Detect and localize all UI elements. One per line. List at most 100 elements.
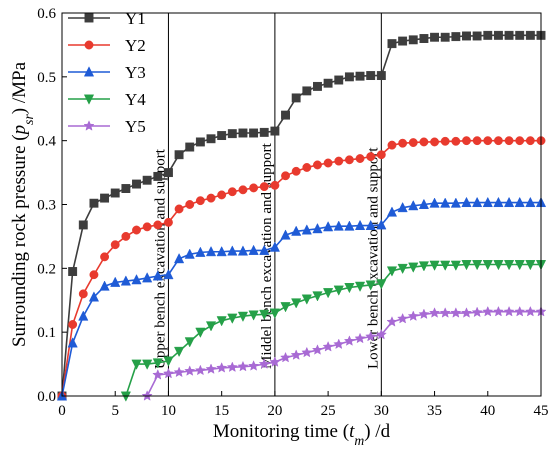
data-point-y2 xyxy=(387,140,397,150)
data-point-y2 xyxy=(504,136,514,146)
data-point-y5 xyxy=(322,340,334,352)
data-point-y4 xyxy=(429,260,440,271)
series-line-y1 xyxy=(61,34,541,397)
data-point-y1 xyxy=(302,86,312,96)
x-tick-label: 10 xyxy=(161,403,176,419)
series-line-y3 xyxy=(61,201,541,397)
data-point-y2 xyxy=(515,136,525,146)
data-point-y3 xyxy=(461,196,472,208)
data-point-y1 xyxy=(121,184,131,193)
data-point-y4 xyxy=(525,260,536,271)
x-axis-title: Monitoring time (tm) /d xyxy=(213,421,391,445)
data-point-y1 xyxy=(366,71,376,81)
legend-marker xyxy=(84,13,94,23)
legend-label: Y1 xyxy=(125,9,146,28)
x-tick-label: 20 xyxy=(267,403,282,419)
data-point-y5 xyxy=(492,305,504,317)
data-point-y2 xyxy=(110,240,120,250)
data-point-y5 xyxy=(343,335,355,346)
y-tick-label: 0.6 xyxy=(37,6,56,22)
data-point-y3 xyxy=(88,291,100,302)
legend-label: Y3 xyxy=(125,63,146,82)
data-point-y5 xyxy=(354,332,366,344)
data-point-y4 xyxy=(323,288,334,299)
data-point-y1 xyxy=(493,30,503,40)
data-point-y5 xyxy=(460,307,473,318)
data-point-y3 xyxy=(503,196,515,208)
x-tick-label: 30 xyxy=(374,403,389,419)
data-point-y2 xyxy=(323,158,333,168)
data-point-y1 xyxy=(89,198,99,208)
data-point-y2 xyxy=(451,136,461,146)
data-point-y3 xyxy=(184,248,195,259)
data-point-y4 xyxy=(386,266,398,277)
data-point-y4 xyxy=(205,321,217,332)
data-point-y4 xyxy=(152,358,163,369)
data-point-y4 xyxy=(312,291,323,302)
data-point-y4 xyxy=(354,281,366,292)
data-point-y2 xyxy=(227,187,237,197)
data-point-y3 xyxy=(333,220,344,231)
data-point-y5 xyxy=(418,308,430,320)
data-point-y5 xyxy=(428,307,441,318)
data-point-y2 xyxy=(344,155,354,165)
data-point-y3 xyxy=(237,245,249,256)
data-point-y5 xyxy=(290,349,302,360)
y-tick-label: 0.4 xyxy=(37,134,56,150)
data-point-y1 xyxy=(68,267,78,276)
data-point-y1 xyxy=(419,34,429,43)
series-y3 xyxy=(56,196,547,401)
data-point-y4 xyxy=(376,279,387,290)
x-axis-ticks: 0 5 10 15 20 25 30 35 40 45 xyxy=(58,391,549,419)
x-tick-label: 35 xyxy=(427,403,442,419)
series-line-y4 xyxy=(125,263,541,397)
data-point-y1 xyxy=(174,150,184,160)
data-point-y5 xyxy=(375,328,387,340)
data-point-y2 xyxy=(483,136,493,146)
data-point-y3 xyxy=(493,196,504,208)
legend: Y1 Y2 Y3 Y4 Y5 xyxy=(68,9,146,136)
data-point-y5 xyxy=(226,361,238,373)
data-point-y3 xyxy=(365,219,376,231)
x-tick-label: 5 xyxy=(111,403,119,419)
legend-label: Y5 xyxy=(125,117,146,136)
data-point-y4 xyxy=(291,298,302,309)
series-layer xyxy=(56,30,547,402)
y-tick-label: 0.5 xyxy=(37,70,56,86)
data-point-y5 xyxy=(162,367,175,379)
data-point-y4 xyxy=(163,356,174,367)
data-point-y3 xyxy=(280,229,291,240)
data-point-y3 xyxy=(344,220,355,231)
data-point-y1 xyxy=(525,30,535,40)
data-point-y1 xyxy=(249,128,259,138)
data-point-y5 xyxy=(184,365,196,376)
data-point-y4 xyxy=(440,260,451,271)
data-point-y2 xyxy=(121,231,131,241)
data-point-y2 xyxy=(334,156,344,166)
data-point-y4 xyxy=(493,260,504,271)
data-point-y5 xyxy=(365,330,377,342)
data-point-y3 xyxy=(525,196,536,208)
data-point-y4 xyxy=(259,309,270,321)
data-point-y1 xyxy=(217,131,227,141)
data-point-y1 xyxy=(185,142,195,152)
data-point-y2 xyxy=(249,183,259,193)
data-point-y4 xyxy=(248,310,259,321)
data-point-y5 xyxy=(173,366,185,378)
legend-marker xyxy=(84,40,94,50)
data-point-y4 xyxy=(450,260,461,271)
data-point-y1 xyxy=(472,31,482,41)
data-point-y1 xyxy=(515,30,525,40)
data-point-y5 xyxy=(248,360,260,371)
data-point-y4 xyxy=(472,260,483,271)
data-point-y5 xyxy=(524,305,536,317)
data-point-y3 xyxy=(440,197,451,208)
data-point-y4 xyxy=(482,260,493,271)
data-point-y3 xyxy=(152,270,163,281)
phase-label: Upper bench excavation and support xyxy=(152,148,168,369)
data-point-y4 xyxy=(365,280,376,291)
data-point-y1 xyxy=(430,32,440,42)
data-point-y3 xyxy=(163,268,174,280)
